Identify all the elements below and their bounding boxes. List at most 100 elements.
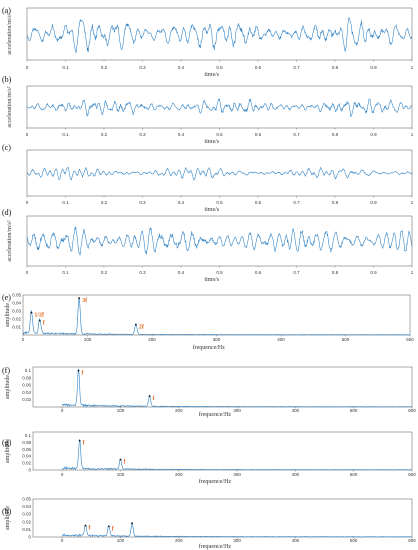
y-axis-label: amplitude <box>5 439 11 463</box>
y-tick-label: 0 <box>28 535 31 540</box>
x-tick-label: 0 <box>26 65 29 70</box>
y-tick-label: 0.05 <box>22 497 31 502</box>
x-tick-label: 0 <box>26 132 29 137</box>
x-tick-label: 0 <box>61 538 64 543</box>
x-tick-label: 1 <box>411 200 414 205</box>
y-tick-label: 0.04 <box>22 504 31 509</box>
x-tick-label: 400 <box>292 538 300 543</box>
x-tick-label: 0.3 <box>139 132 146 137</box>
y-tick-label: 0 <box>28 468 31 473</box>
x-tick-label: 0.5 <box>216 200 223 205</box>
signal-line <box>26 166 413 181</box>
x-tick-label: 0.7 <box>293 132 300 137</box>
x-tick-label: 0 <box>26 200 29 205</box>
x-tick-label: 0.2 <box>101 200 108 205</box>
x-axis-label: frequence/Hz <box>199 478 232 485</box>
x-axis-label: frequence/Hz <box>193 344 226 351</box>
peak-annotation: 3f <box>82 298 88 304</box>
y-tick-label: 0.08 <box>22 440 31 445</box>
spectrum-line <box>22 297 411 336</box>
x-tick-label: 200 <box>175 472 183 477</box>
x-tick-label: 500 <box>350 472 358 477</box>
x-tick-label: 0.5 <box>216 270 223 275</box>
peak-annotation: f <box>83 441 86 447</box>
y-tick-label: 0.02 <box>22 397 31 402</box>
x-tick-label: 0.4 <box>178 65 185 70</box>
x-tick-label: 0.9 <box>370 132 377 137</box>
x-tick-label: 0.3 <box>139 200 146 205</box>
x-tick-label: 0.2 <box>101 65 108 70</box>
panel-label: (a) <box>2 6 11 15</box>
y-tick-label: 0.06 <box>22 383 31 388</box>
y-tick-label: 0.05 <box>12 293 21 298</box>
plot-frame <box>22 294 411 336</box>
x-tick-label: 600 <box>408 538 416 543</box>
x-tick-label: 300 <box>233 408 241 413</box>
x-tick-label: 0.9 <box>370 65 377 70</box>
peak-marker <box>134 323 137 326</box>
peak-annotation: 1/2f <box>34 313 45 319</box>
y-tick-label: 0.06 <box>22 447 31 452</box>
y-tick-label: 0.1 <box>25 433 32 438</box>
panel-a: (a) 0 0.1 0.2 0.3 0.4 0.5 0.6 0.7 0.8 0.9 1 time/s ac… <box>2 6 414 78</box>
peak-annotation: f <box>88 526 91 532</box>
x-tick-label: 100 <box>117 408 125 413</box>
x-tick-label: 0 <box>61 408 64 413</box>
plot-frame <box>26 7 413 61</box>
panel-h: (h) 0 100 200 300 400 500 600 frequence/Hz amplit… <box>2 497 416 550</box>
x-tick-label: 300 <box>213 337 221 342</box>
peak-marker <box>84 524 87 527</box>
peak-marker <box>107 525 110 528</box>
plot-frame <box>32 498 413 538</box>
x-tick-label: 0.6 <box>255 200 262 205</box>
peak-marker <box>119 458 122 461</box>
panel-label: (e) <box>2 293 11 302</box>
y-tick-label: 0.01 <box>12 325 21 330</box>
panel-d: (d) 0 0.1 0.2 0.3 0.4 0.5 0.6 0.7 0.8 0.9 1 time/s ac… <box>2 208 414 283</box>
y-tick-label: 0.04 <box>22 390 31 395</box>
x-tick-label: 0.8 <box>332 65 339 70</box>
x-tick-label: 200 <box>175 408 183 413</box>
plot-frame <box>26 85 413 129</box>
panel-label: (f) <box>2 366 10 375</box>
y-tick-label: 0.02 <box>12 317 21 322</box>
x-tick-label: 100 <box>117 472 125 477</box>
peak-annotation: f <box>43 321 46 327</box>
peak-annotation: 2f <box>139 325 145 331</box>
x-tick-label: 0.4 <box>178 270 185 275</box>
x-tick-label: 0.1 <box>62 270 69 275</box>
x-tick-label: 500 <box>350 408 358 413</box>
x-tick-label: 0 <box>26 270 29 275</box>
signal-line <box>26 226 413 256</box>
panel-label: (b) <box>2 75 12 84</box>
peak-annotation: f <box>153 396 156 402</box>
signal-line <box>26 17 413 53</box>
x-tick-label: 0.7 <box>293 65 300 70</box>
y-axis-label: amplitude <box>5 303 11 327</box>
x-tick-label: 0.5 <box>216 132 223 137</box>
x-tick-label: 400 <box>277 337 285 342</box>
x-tick-label: 0.4 <box>178 200 185 205</box>
panel-label: (h) <box>2 507 12 516</box>
panel-label: (d) <box>2 208 12 217</box>
plot-frame <box>26 215 413 267</box>
y-tick-label: 0.01 <box>22 527 31 532</box>
plot-frame <box>32 431 413 471</box>
x-tick-label: 1 <box>411 132 414 137</box>
x-tick-label: 0.5 <box>216 65 223 70</box>
x-tick-label: 0.1 <box>62 200 69 205</box>
panel-f: (f) 0 100 200 300 400 500 600 frequence/Hz amplit… <box>2 366 416 418</box>
x-tick-label: 600 <box>408 408 416 413</box>
x-tick-label: 0.8 <box>332 200 339 205</box>
y-axis-label: amplitude <box>5 375 11 399</box>
spectrum-line <box>61 369 413 408</box>
x-tick-label: 0.8 <box>332 270 339 275</box>
peak-annotation: f <box>81 371 84 377</box>
panel-e: (e) 0 100 200 300 400 500 600 frequence/Hz amplit… <box>2 293 414 352</box>
x-tick-label: 0 <box>22 337 25 342</box>
panel-label: (g) <box>2 438 12 447</box>
y-axis-label: acceleration/m/s² <box>7 220 13 261</box>
x-axis-label: time/s <box>204 139 219 145</box>
x-tick-label: 0.6 <box>255 270 262 275</box>
